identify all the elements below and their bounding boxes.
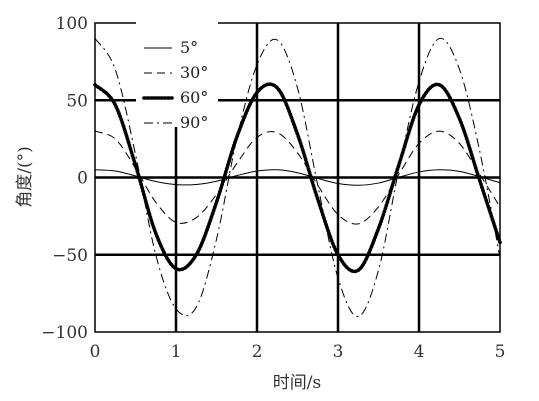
plot-area: 5° 30° 60° 90°	[93, 21, 502, 333]
x-tick-labels: 0 1 2 3 4 5	[90, 342, 506, 362]
x-tick-label: 1	[171, 342, 182, 362]
y-tick-label: 100	[56, 14, 88, 34]
series-line-dotted	[93, 82, 502, 274]
x-tick-label: 0	[90, 342, 101, 362]
y-tick-label: −100	[41, 323, 88, 343]
legend-label: 30°	[180, 63, 208, 82]
x-tick-label: 2	[252, 342, 263, 362]
y-tick-label: 0	[77, 169, 88, 189]
y-tick-label: 50	[66, 91, 88, 111]
series-layer	[93, 37, 502, 318]
series-line-dashed	[94, 130, 501, 225]
legend-background	[136, 21, 218, 127]
y-axis-label: 角度/(°)	[15, 146, 35, 208]
x-tick-label: 4	[414, 342, 425, 362]
y-tick-labels: −100 −50 0 50 100	[41, 14, 88, 343]
legend-box	[136, 21, 218, 127]
legend-label: 60°	[180, 88, 208, 107]
y-tick-label: −50	[52, 246, 88, 266]
x-tick-label: 3	[333, 342, 344, 362]
legend: 5° 30° 60° 90°	[142, 38, 208, 132]
legend-label: 90°	[180, 113, 208, 132]
series-line-solid	[94, 169, 501, 186]
x-axis-label: 时间/s	[273, 373, 321, 393]
plot-frame	[94, 22, 501, 333]
x-tick-label: 5	[495, 342, 506, 362]
legend-label: 5°	[180, 38, 198, 57]
